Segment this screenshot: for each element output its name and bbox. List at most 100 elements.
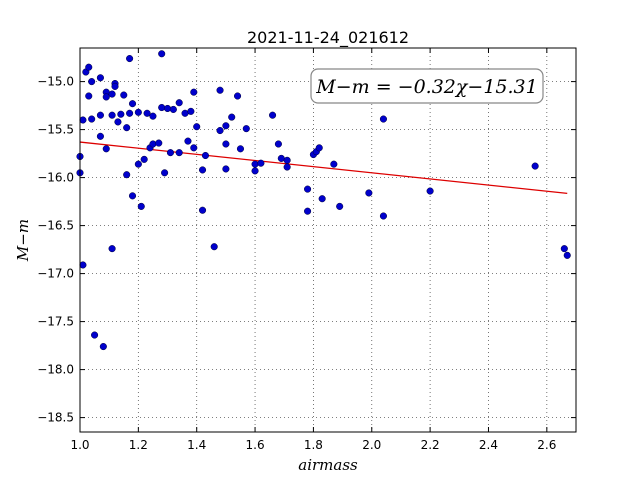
x-tick-label: 2.4 bbox=[479, 438, 498, 452]
scatter-point bbox=[222, 140, 230, 148]
tick-marks bbox=[79, 48, 576, 432]
scatter-point bbox=[201, 151, 210, 160]
scatter-point bbox=[108, 90, 116, 98]
scatter-point bbox=[234, 92, 242, 100]
scatter-point bbox=[85, 92, 93, 100]
scatter-point bbox=[187, 107, 195, 115]
x-tick-label: 1.0 bbox=[70, 438, 89, 452]
scatter-point bbox=[120, 91, 128, 99]
scatter-point bbox=[111, 82, 119, 90]
scatter-point bbox=[123, 124, 131, 132]
scatter-point bbox=[190, 144, 198, 152]
y-tick-label: −18.5 bbox=[37, 411, 74, 425]
scatter-point bbox=[114, 118, 122, 126]
scatter-point bbox=[269, 111, 277, 119]
y-tick-label: −17.5 bbox=[37, 315, 74, 329]
x-axis-label: airmass bbox=[298, 456, 358, 474]
scatter-point bbox=[175, 149, 183, 157]
grid bbox=[79, 48, 576, 432]
scatter-point bbox=[251, 160, 259, 168]
scatter-point bbox=[283, 163, 291, 171]
scatter-point bbox=[274, 140, 282, 148]
scatter-point bbox=[128, 192, 137, 200]
scatter-point bbox=[193, 123, 201, 131]
y-tick-label: −18.0 bbox=[37, 363, 74, 377]
scatter-points bbox=[76, 50, 571, 351]
scatter-point bbox=[158, 50, 166, 58]
x-tick-label: 2.0 bbox=[362, 438, 381, 452]
scatter-point bbox=[79, 116, 87, 124]
scatter-point bbox=[242, 125, 250, 133]
fit-line bbox=[79, 141, 568, 195]
scatter-point bbox=[108, 245, 116, 253]
scatter-point bbox=[560, 245, 568, 253]
y-axis-label: M−m bbox=[14, 219, 32, 262]
scatter-point bbox=[102, 145, 110, 153]
scatter-point bbox=[304, 207, 312, 215]
scatter-point bbox=[236, 145, 245, 153]
scatter-point bbox=[79, 261, 87, 269]
scatter-point bbox=[137, 202, 145, 210]
scatter-point bbox=[210, 243, 218, 251]
scatter-point bbox=[158, 103, 166, 112]
scatter-point bbox=[318, 195, 326, 203]
scatter-point bbox=[315, 144, 323, 152]
y-tick-label: −15.0 bbox=[37, 75, 74, 89]
scatter-point bbox=[88, 115, 96, 123]
scatter-point bbox=[330, 160, 338, 168]
scatter-point bbox=[379, 212, 387, 220]
fit-equation: M−m = −0.32χ−15.31 bbox=[315, 76, 537, 98]
chart-title: 2021-11-24_021612 bbox=[247, 28, 409, 48]
x-tick-label: 1.4 bbox=[187, 438, 206, 452]
scatter-point bbox=[126, 55, 134, 63]
scatter-point bbox=[96, 132, 104, 140]
x-tick-label: 1.8 bbox=[304, 438, 323, 452]
scatter-point bbox=[128, 100, 137, 108]
scatter-point bbox=[149, 140, 157, 148]
scatter-point bbox=[140, 155, 148, 163]
scatter-point bbox=[102, 93, 110, 101]
scatter-point bbox=[283, 156, 291, 164]
scatter-point bbox=[166, 149, 174, 157]
scatter-point bbox=[123, 171, 131, 179]
scatter-point bbox=[85, 63, 93, 71]
scatter-point bbox=[96, 74, 104, 82]
scatter-point bbox=[175, 99, 183, 107]
scatter-point bbox=[531, 162, 539, 170]
y-tick-labels: −15.0 −15.5 −16.0 −16.5 −17.0 −17.5 −18.0 −18.5 bbox=[37, 75, 74, 425]
scatter-point bbox=[163, 104, 172, 113]
scatter-point bbox=[117, 110, 125, 118]
scatter-point bbox=[216, 86, 224, 94]
scatter-point bbox=[198, 166, 207, 174]
scatter-point bbox=[108, 111, 116, 119]
scatter-point bbox=[365, 189, 373, 197]
scatter-point bbox=[149, 112, 157, 120]
scatter-point bbox=[155, 139, 163, 147]
scatter-point bbox=[143, 109, 151, 117]
scatter-point bbox=[190, 88, 198, 96]
scatter-point bbox=[91, 331, 99, 339]
x-tick-label: 2.2 bbox=[421, 438, 440, 452]
scatter-point bbox=[99, 343, 107, 351]
scatter-point bbox=[222, 122, 230, 130]
scatter-point bbox=[216, 127, 224, 135]
fit-equation-box: M−m = −0.32χ−15.31 bbox=[310, 68, 544, 104]
x-tick-label: 1.2 bbox=[129, 438, 148, 452]
scatter-point bbox=[88, 78, 96, 86]
scatter-point bbox=[126, 109, 134, 117]
plot-area bbox=[79, 47, 577, 433]
scatter-point bbox=[198, 206, 207, 214]
y-tick-label: −17.0 bbox=[37, 267, 74, 281]
scatter-point bbox=[134, 108, 142, 116]
scatter-point bbox=[257, 159, 265, 167]
scatter-point bbox=[222, 165, 230, 173]
scatter-point bbox=[304, 185, 312, 193]
scatter-point bbox=[336, 202, 344, 210]
scatter-point bbox=[251, 167, 259, 175]
y-tick-label: −16.0 bbox=[37, 171, 74, 185]
scatter-point bbox=[184, 137, 192, 145]
y-tick-label: −15.5 bbox=[37, 123, 74, 137]
x-tick-label: 1.6 bbox=[246, 438, 265, 452]
scatter-point bbox=[426, 187, 434, 195]
